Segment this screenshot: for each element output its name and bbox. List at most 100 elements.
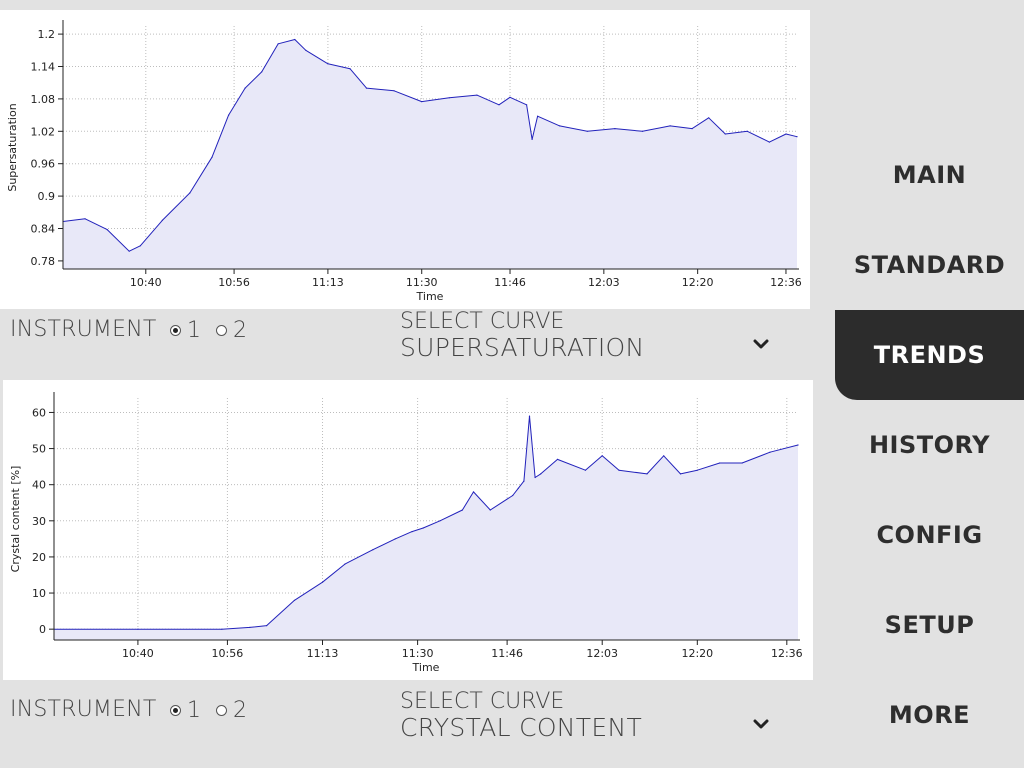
select-curve-label: SELECT CURVE	[400, 689, 565, 714]
series-point	[305, 49, 307, 51]
x-tick-label: 11:30	[402, 647, 434, 660]
trend1-controls: INSTRUMENT 1 2 SELECT CURVE SUPERSATURAT…	[0, 309, 835, 379]
y-tick-label: 0.84	[31, 223, 56, 236]
curve-select-dropdown[interactable]: SELECT CURVE CRYSTAL CONTENT	[400, 689, 780, 745]
chevron-down-icon[interactable]	[750, 333, 772, 355]
instrument-radio-1[interactable]: 1	[170, 697, 201, 723]
series-point	[669, 125, 671, 127]
curve-select-dropdown[interactable]: SELECT CURVE SUPERSATURATION	[400, 309, 780, 365]
x-tick-label: 10:40	[122, 647, 154, 660]
selected-curve-value: CRYSTAL CONTENT	[400, 713, 643, 742]
y-tick-label: 0.78	[31, 255, 56, 268]
x-axis-title: Time	[412, 661, 440, 674]
radio-label: 2	[233, 697, 247, 723]
chevron-down-icon[interactable]	[750, 713, 772, 735]
series-point	[746, 130, 748, 132]
y-axis-title: Crystal content [%]	[9, 466, 22, 573]
instrument-label: INSTRUMENT	[10, 697, 157, 722]
series-point	[614, 128, 616, 130]
series-point	[277, 43, 279, 45]
y-tick-label: 30	[32, 515, 46, 528]
series-point	[584, 469, 587, 471]
series-point	[679, 473, 682, 475]
series-point	[769, 451, 771, 453]
series-point	[161, 219, 163, 221]
series-point	[228, 114, 230, 116]
radio-checked-icon	[170, 324, 181, 336]
series-point	[448, 97, 450, 99]
series-point	[394, 538, 396, 540]
nav-item-setup[interactable]: SETUP	[884, 611, 975, 639]
series-point	[691, 128, 693, 130]
series-point	[421, 101, 423, 103]
y-tick-label: 60	[32, 406, 46, 419]
series-point	[534, 476, 536, 479]
crystal-content-chart-panel: 10:40 10:56 11:13 11:30 11:46 12:03 12:20 12:36…	[3, 380, 813, 680]
y-tick-label: 10	[32, 587, 46, 600]
series-point	[796, 136, 798, 138]
x-tick-label: 10:40	[130, 276, 162, 289]
radio-unchecked-icon	[216, 324, 227, 336]
x-tick-label: 11:46	[494, 276, 526, 289]
y-tick-label: 1.02	[31, 125, 56, 138]
series-point	[189, 192, 191, 194]
series-point	[559, 125, 561, 127]
x-tick-label: 10:56	[212, 647, 244, 660]
radio-label: 2	[233, 317, 247, 343]
y-tick-label: 0	[39, 623, 46, 636]
series-point	[84, 218, 86, 220]
instrument-radio-2[interactable]: 2	[216, 697, 247, 723]
nav-item-trends[interactable]: TRENDS	[835, 310, 1024, 400]
series-point	[708, 117, 710, 119]
series-point	[411, 531, 413, 533]
series-point	[768, 141, 771, 143]
x-tick-label: 12:20	[682, 276, 714, 289]
nav-item-more[interactable]: MORE	[888, 701, 971, 729]
series-point	[523, 480, 525, 482]
x-tick-label: 12:36	[771, 647, 803, 660]
series-point	[663, 455, 665, 457]
series-point	[321, 581, 324, 583]
series-point	[696, 469, 698, 471]
x-axis-title: Time	[416, 290, 444, 303]
nav-item-main[interactable]: MAIN	[892, 161, 967, 189]
series-point	[512, 494, 514, 497]
series-point	[641, 130, 644, 132]
series-point	[293, 599, 296, 601]
instrument-radio-2[interactable]: 2	[216, 317, 247, 343]
series-point	[393, 90, 395, 92]
series-point	[439, 520, 441, 522]
series-point	[724, 133, 726, 135]
series-point	[211, 156, 213, 158]
selected-curve-value: SUPERSATURATION	[400, 333, 645, 362]
series-point	[372, 549, 374, 551]
series-point	[261, 71, 263, 73]
radio-label: 1	[187, 317, 201, 343]
x-tick-label: 11:46	[491, 647, 523, 660]
supersaturation-chart: 10:40 10:56 11:13 11:30 11:46 12:03 12:20 12:36…	[6, 20, 802, 303]
series-point	[489, 509, 491, 511]
trend2-controls: INSTRUMENT 1 2 SELECT CURVE CRYSTAL CONT…	[0, 689, 835, 759]
series-point	[646, 473, 648, 475]
series-point	[139, 245, 141, 247]
nav-item-history[interactable]: HISTORY	[868, 431, 991, 459]
nav-item-standard[interactable]: STANDARD	[853, 251, 1006, 279]
series-point	[137, 628, 139, 630]
series-point	[540, 473, 542, 475]
x-tick-label: 10:56	[218, 276, 250, 289]
select-curve-label: SELECT CURVE	[400, 309, 565, 334]
x-tick-label: 11:30	[406, 276, 438, 289]
main-navigation: MAIN STANDARD TRENDS HISTORY CONFIG SETU…	[835, 0, 1024, 768]
series-point	[498, 104, 500, 106]
instrument-radio-1[interactable]: 1	[170, 317, 201, 343]
series-point	[106, 229, 108, 231]
series-point	[422, 527, 424, 529]
series-point	[517, 487, 519, 489]
instrument-label: INSTRUMENT	[10, 317, 157, 342]
y-tick-label: 50	[32, 443, 46, 456]
series-point	[785, 133, 787, 135]
y-tick-label: 1.08	[31, 93, 56, 106]
nav-item-config[interactable]: CONFIG	[876, 521, 983, 549]
series-point	[528, 415, 531, 417]
x-tick-label: 11:13	[307, 647, 339, 660]
